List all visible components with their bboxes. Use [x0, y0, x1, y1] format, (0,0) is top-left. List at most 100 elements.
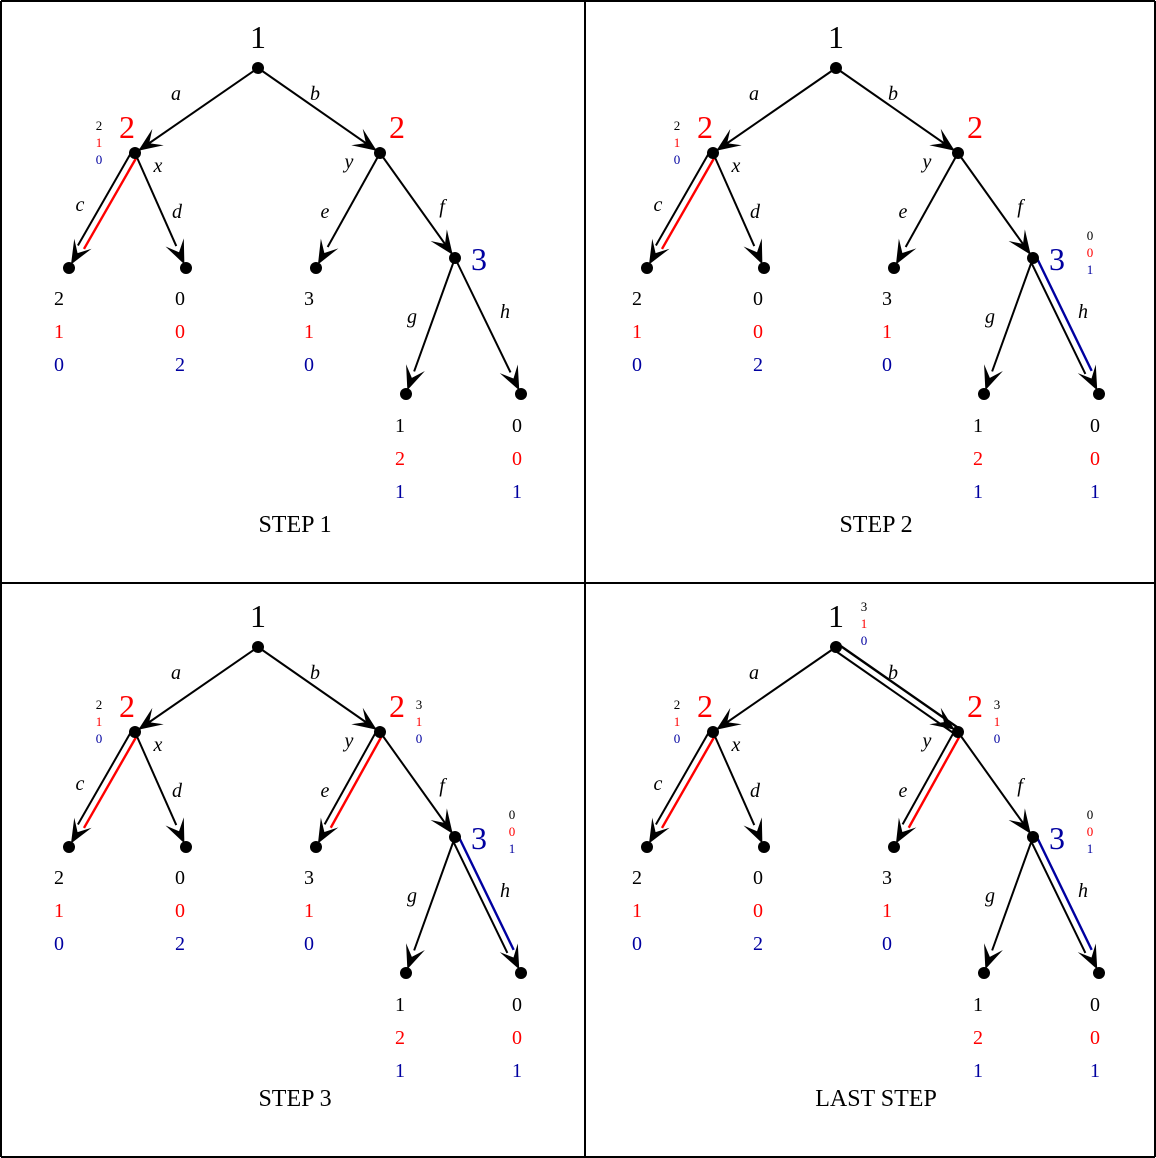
edge-label-h: h [500, 301, 510, 323]
arrowhead-h [499, 364, 520, 391]
payoff-e-player1: 3 [882, 867, 892, 889]
edge-label-x: x [731, 734, 741, 756]
arrowhead-h [499, 943, 520, 970]
edge-label-g: g [407, 885, 417, 907]
payoff-e-player2: 1 [304, 321, 314, 343]
step-label: LAST STEP [815, 1086, 937, 1112]
edge-label-a: a [749, 83, 759, 105]
leaf-node-h [515, 388, 527, 400]
arrowhead-e [895, 238, 917, 265]
backed-up-nx-player3: 0 [674, 152, 681, 167]
backed-up-nf-player1: 0 [1087, 228, 1094, 243]
edge-label-d: d [172, 201, 183, 223]
leaf-node-d [180, 841, 192, 853]
edge-b [257, 67, 381, 154]
payoff-d-player1: 0 [753, 288, 763, 310]
edge-d [712, 152, 763, 265]
payoff-d-player2: 0 [175, 321, 185, 343]
leaf-node-g [400, 967, 412, 979]
edge-b [257, 646, 381, 733]
backed-up-nx-player1: 2 [674, 697, 681, 712]
step-label: STEP 3 [258, 1086, 331, 1112]
payoff-g-player3: 1 [395, 1060, 405, 1082]
edge-b-line [257, 646, 381, 733]
edge-e-line [326, 152, 381, 248]
edge-h [450, 834, 520, 970]
edge-h [1028, 834, 1098, 970]
edge-d-line [134, 152, 178, 247]
leaf-node-g [978, 967, 990, 979]
edge-g [984, 257, 1034, 391]
edge-c-outer [77, 150, 133, 246]
edge-g-line [991, 836, 1034, 951]
edge-label-y: y [921, 151, 932, 173]
edge-d-line [712, 152, 756, 247]
decision-node-root [830, 62, 842, 74]
edge-f [379, 152, 456, 259]
payoff-c-player1: 2 [632, 288, 642, 310]
leaf-node-d [758, 841, 770, 853]
arrowhead-g [984, 364, 1003, 391]
edge-label-f: f [439, 196, 447, 218]
decision-node-nf [449, 831, 461, 843]
edge-b-line [257, 67, 381, 154]
backed-up-ny-player3: 0 [994, 731, 1001, 746]
payoff-e-player3: 0 [882, 933, 892, 955]
payoff-g-player2: 2 [973, 1027, 983, 1049]
edge-e [317, 152, 381, 265]
backed-up-root-player1: 3 [861, 599, 868, 614]
backed-up-root-player3: 0 [861, 633, 868, 648]
player-label-nf: 3 [471, 241, 487, 277]
edge-label-h: h [500, 880, 510, 902]
payoff-g-player3: 1 [973, 1060, 983, 1082]
decision-node-nx [707, 726, 719, 738]
edge-label-c: c [654, 773, 663, 795]
edge-d [712, 731, 763, 844]
arrowhead-f [1008, 808, 1031, 834]
leaf-node-h [515, 967, 527, 979]
edge-f-line [957, 152, 1034, 259]
payoff-g-player3: 1 [973, 481, 983, 503]
edge-c-inner [660, 733, 718, 829]
arrowhead-c [70, 817, 92, 844]
payoff-d-player1: 0 [175, 288, 185, 310]
payoff-e-player3: 0 [882, 354, 892, 376]
arrowhead-d [165, 817, 185, 844]
edge-label-d: d [172, 780, 183, 802]
arrowhead-c [70, 238, 92, 265]
payoff-g-player1: 1 [973, 994, 983, 1016]
backed-up-nf-player2: 0 [509, 824, 516, 839]
game-tree: 12 23a bc d e fg hx y210002310121001210310001ST… [54, 598, 527, 1112]
edge-a [712, 67, 837, 154]
arrowhead-h [1077, 943, 1098, 970]
arrowhead-g [406, 364, 425, 391]
edge-label-a: a [749, 662, 759, 684]
player-label-ny: 2 [967, 688, 983, 724]
backed-up-root-player2: 1 [861, 616, 868, 631]
backed-up-nx-player1: 2 [674, 118, 681, 133]
edge-label-b: b [888, 662, 898, 684]
arrowhead-c [648, 817, 670, 844]
payoff-g-player2: 2 [973, 448, 983, 470]
payoff-d-player2: 0 [753, 321, 763, 343]
edge-f [379, 731, 456, 838]
leaf-node-e [310, 262, 322, 274]
player-label-nx: 2 [697, 688, 713, 724]
panel-step-1: 1 2 2 3 a b c d e f g h x y 2 1 0 0 0 2 3 1 0 1 2 1 0 0 1 2 1 0 STEP 1 [0, 0, 578, 579]
edge-label-y: y [343, 730, 354, 752]
edge-label-h: h [1078, 880, 1088, 902]
edge-a-line [134, 67, 259, 154]
edge-b [833, 643, 961, 736]
leaf-node-h [1093, 388, 1105, 400]
player-label-nx: 2 [119, 688, 135, 724]
payoff-c-player3: 0 [632, 354, 642, 376]
edge-b [835, 67, 959, 154]
arrowhead-b [929, 707, 955, 730]
panel-step-3: 1 2 2 3 a b c d e f g h x y 2 1 0 0 0 2 3 1 0 1 2 1 0 0 1 2 1 0 3 1 0 0 0 1 ST… [0, 579, 578, 1158]
backed-up-nx-player2: 1 [674, 135, 681, 150]
payoff-g-player3: 1 [395, 481, 405, 503]
arrowhead-e [895, 817, 917, 844]
arrowhead-f [1008, 229, 1031, 255]
payoff-g-player2: 2 [395, 1027, 405, 1049]
leaf-node-h [1093, 967, 1105, 979]
